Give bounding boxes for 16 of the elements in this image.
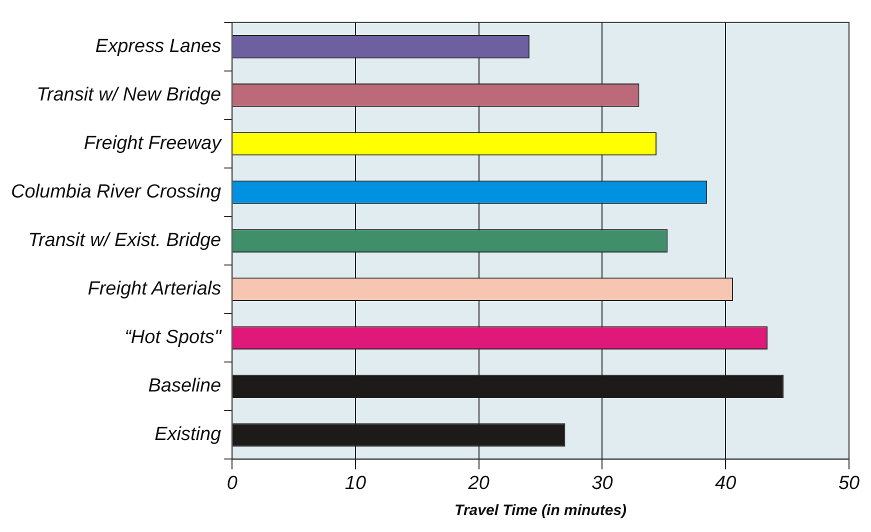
x-tick-label: 50	[838, 472, 860, 494]
y-tick-label: Columbia River Crossing	[11, 182, 222, 203]
x-tick-label: 40	[715, 472, 737, 494]
x-tick-label: 20	[467, 472, 490, 494]
y-tick-label: Existing	[154, 424, 222, 446]
y-tick-label: Freight Freeway	[84, 133, 223, 154]
x-axis-title: Travel Time (in minutes)	[454, 502, 627, 520]
y-tick-label: Baseline	[148, 376, 222, 397]
x-tick-label: 10	[344, 472, 366, 494]
y-tick-label: “Hot Spots"	[124, 327, 222, 348]
y-tick-label: Express Lanes	[95, 36, 222, 57]
x-tick-label: 0	[226, 472, 238, 494]
y-tick-label: Transit w/ Exist. Bridge	[28, 230, 222, 252]
y-tick-label: Freight Arterials	[88, 278, 222, 300]
y-tick-label: Transit w/ New Bridge	[36, 84, 222, 106]
x-tick-label: 30	[592, 472, 614, 494]
